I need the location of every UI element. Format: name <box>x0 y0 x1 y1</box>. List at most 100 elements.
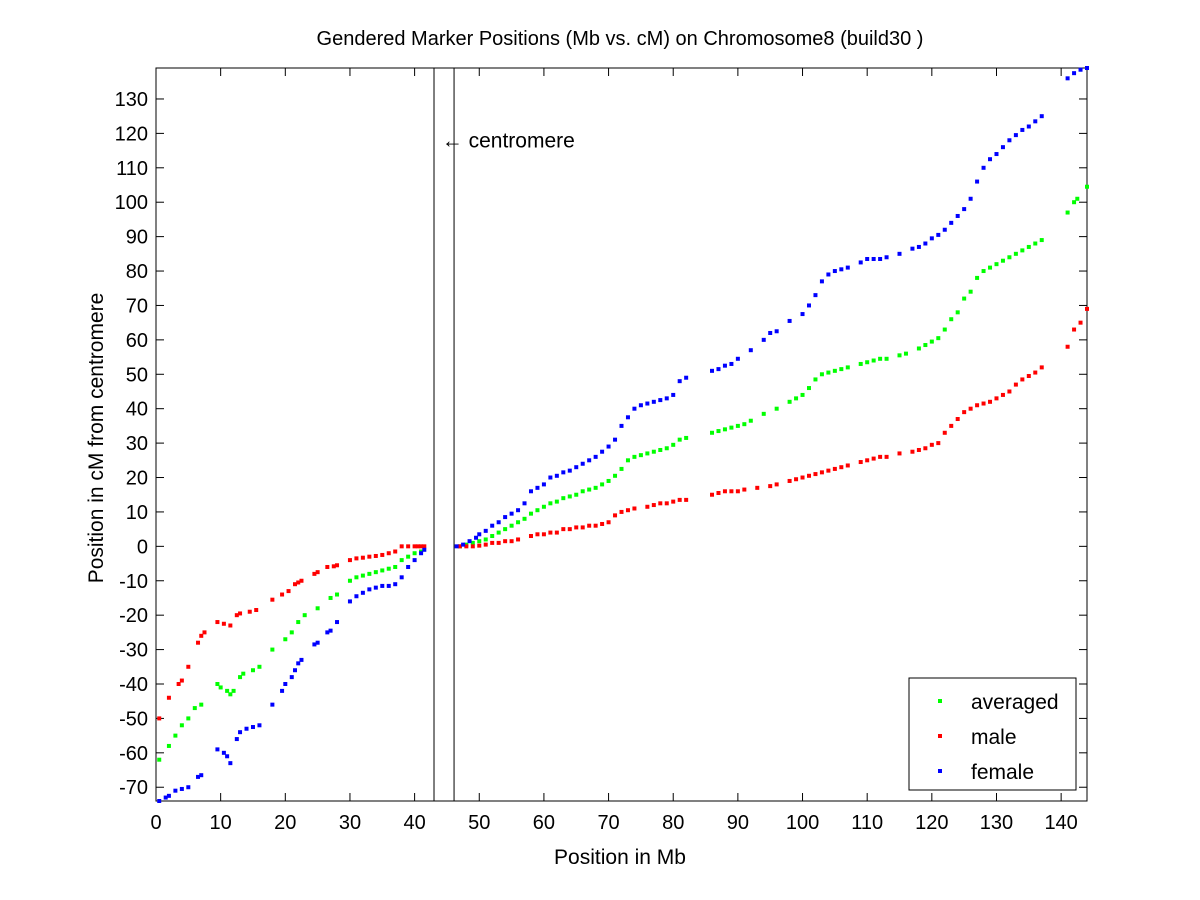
data-point-averaged <box>988 265 993 270</box>
data-point-female <box>173 788 178 793</box>
data-point-averaged <box>638 453 643 458</box>
y-tick-label: 0 <box>137 536 148 558</box>
data-point-male <box>729 489 734 494</box>
data-point-male <box>858 460 863 465</box>
data-point-averaged <box>257 664 262 669</box>
data-point-male <box>419 544 424 549</box>
data-point-male <box>949 423 954 428</box>
data-point-female <box>625 415 630 420</box>
data-point-averaged <box>936 336 941 341</box>
data-point-averaged <box>651 449 656 454</box>
data-point-male <box>360 555 365 560</box>
data-point-female <box>406 564 411 569</box>
x-tick-label: 10 <box>210 812 232 834</box>
data-point-female <box>1020 127 1025 132</box>
data-point-averaged <box>929 339 934 344</box>
data-point-averaged <box>923 343 928 348</box>
data-point-male <box>179 678 184 683</box>
data-point-female <box>393 582 398 587</box>
data-point-averaged <box>328 595 333 600</box>
data-point-male <box>632 506 637 511</box>
data-point-male <box>839 465 844 470</box>
data-point-female <box>1078 67 1083 72</box>
data-point-male <box>509 539 514 544</box>
data-point-averaged <box>839 367 844 372</box>
data-point-averaged <box>968 289 973 294</box>
data-point-female <box>467 539 472 544</box>
data-point-female <box>600 449 605 454</box>
data-point-male <box>574 525 579 530</box>
x-tick-label: 140 <box>1044 812 1077 834</box>
data-point-averaged <box>1085 184 1089 189</box>
data-point-female <box>981 165 986 170</box>
data-point-female <box>225 754 230 759</box>
data-point-male <box>722 489 727 494</box>
data-point-male <box>186 664 191 669</box>
data-point-averaged <box>800 392 805 397</box>
data-point-male <box>787 478 792 483</box>
data-point-male <box>373 553 378 558</box>
data-point-male <box>325 564 330 569</box>
data-point-male <box>293 582 298 587</box>
data-point-female <box>619 423 624 428</box>
x-tick-label: 40 <box>403 812 425 834</box>
data-point-male <box>735 489 740 494</box>
data-point-averaged <box>794 396 799 401</box>
data-point-male <box>658 501 663 506</box>
data-point-averaged <box>173 733 178 738</box>
data-point-averaged <box>541 504 546 509</box>
data-point-female <box>257 723 262 728</box>
data-point-female <box>722 363 727 368</box>
data-point-male <box>535 532 540 537</box>
data-point-averaged <box>787 399 792 404</box>
data-point-male <box>335 563 340 568</box>
data-point-female <box>1039 114 1044 119</box>
data-point-female <box>335 620 340 625</box>
data-point-female <box>1033 119 1038 124</box>
data-point-male <box>386 551 391 556</box>
data-point-male <box>878 454 883 459</box>
data-point-averaged <box>975 275 980 280</box>
data-point-male <box>1020 377 1025 382</box>
data-point-averaged <box>1065 210 1070 215</box>
data-point-male <box>806 473 811 478</box>
data-point-male <box>202 630 207 635</box>
data-point-averaged <box>179 723 184 728</box>
data-point-averaged <box>832 368 837 373</box>
data-point-male <box>457 544 462 549</box>
data-point-averaged <box>231 688 236 693</box>
x-tick-label: 60 <box>533 812 555 834</box>
data-point-averaged <box>1072 200 1077 205</box>
y-axis-title: Position in cM from centromere <box>85 293 108 584</box>
data-point-averaged <box>587 487 592 492</box>
data-point-male <box>247 609 252 614</box>
data-point-female <box>988 157 993 162</box>
data-point-averaged <box>1020 248 1025 253</box>
data-point-female <box>593 454 598 459</box>
data-point-male <box>1078 320 1083 325</box>
data-point-averaged <box>270 647 275 652</box>
data-point-female <box>535 485 540 490</box>
x-tick-label: 90 <box>727 812 749 834</box>
data-point-averaged <box>806 386 811 391</box>
data-point-male <box>270 597 275 602</box>
data-point-averaged <box>600 482 605 487</box>
data-point-averaged <box>215 681 220 686</box>
data-point-female <box>328 628 333 633</box>
data-point-averaged <box>710 430 715 435</box>
data-point-male <box>528 534 533 539</box>
data-point-female <box>865 256 870 261</box>
data-point-male <box>832 466 837 471</box>
data-point-female <box>677 379 682 384</box>
data-point-averaged <box>1026 244 1031 249</box>
data-point-male <box>865 458 870 463</box>
x-tick-label: 100 <box>786 812 819 834</box>
data-point-female <box>221 750 226 755</box>
x-tick-label: 20 <box>274 812 296 834</box>
data-point-averaged <box>535 508 540 513</box>
data-point-female <box>897 251 902 256</box>
data-point-male <box>677 497 682 502</box>
data-point-female <box>367 587 372 592</box>
data-point-male <box>936 441 941 446</box>
data-point-female <box>234 737 239 742</box>
